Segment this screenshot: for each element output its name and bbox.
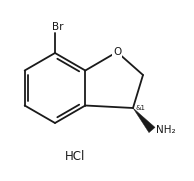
- Polygon shape: [133, 108, 155, 133]
- Text: O: O: [113, 47, 121, 57]
- Text: &1: &1: [136, 105, 146, 111]
- Text: HCl: HCl: [65, 150, 85, 163]
- Text: NH₂: NH₂: [156, 125, 176, 135]
- Text: Br: Br: [52, 22, 63, 32]
